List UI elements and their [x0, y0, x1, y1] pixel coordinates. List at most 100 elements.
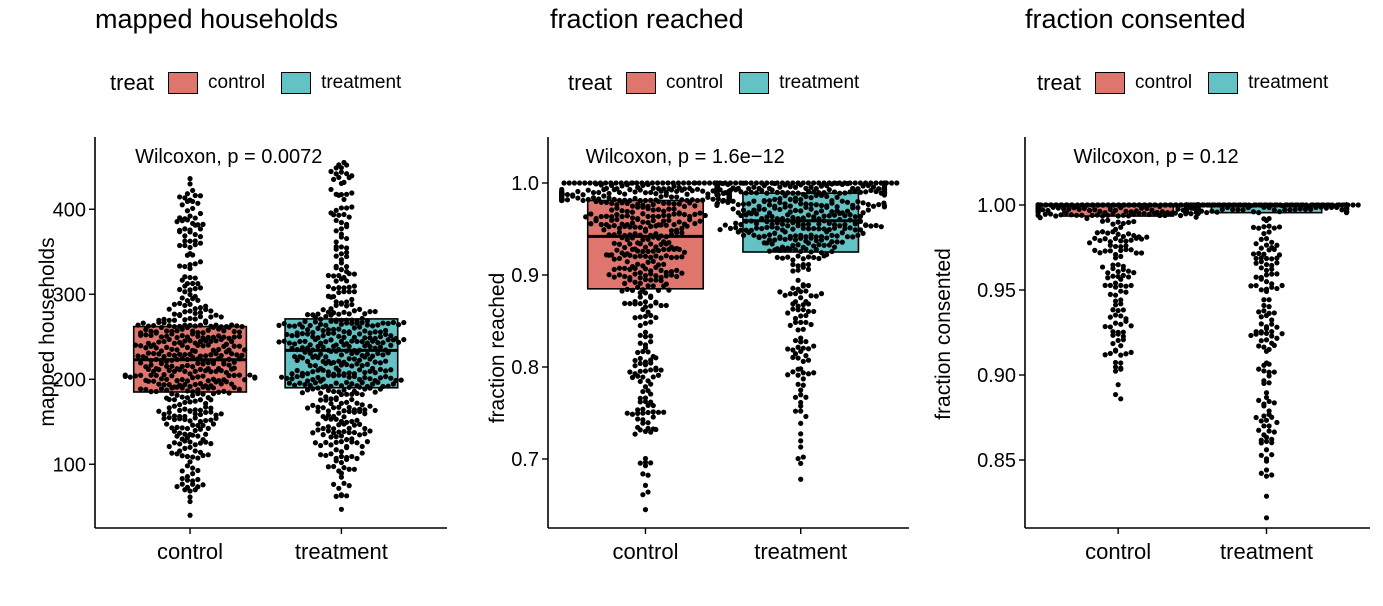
- data-point: [197, 226, 204, 232]
- data-point: [787, 235, 793, 241]
- data-point: [585, 187, 591, 193]
- data-point: [790, 257, 796, 263]
- data-point: [779, 221, 786, 227]
- data-point: [1159, 209, 1165, 215]
- data-point: [860, 200, 866, 206]
- data-point: [640, 306, 646, 313]
- data-point: [341, 480, 347, 486]
- data-point: [674, 254, 680, 260]
- data-point: [668, 187, 675, 193]
- data-point: [338, 317, 344, 323]
- data-point: [305, 387, 311, 393]
- panel-title: fraction consented: [1025, 4, 1246, 34]
- data-point: [766, 198, 773, 204]
- data-point: [1115, 219, 1121, 225]
- data-point: [192, 407, 198, 413]
- data-point: [385, 337, 391, 343]
- data-point: [627, 187, 633, 193]
- data-point: [166, 351, 172, 358]
- data-point: [354, 455, 360, 462]
- data-point: [852, 227, 858, 233]
- data-point: [637, 378, 643, 385]
- data-point: [354, 400, 360, 406]
- data-point: [795, 303, 801, 309]
- data-point: [800, 264, 806, 270]
- data-point: [333, 207, 339, 213]
- data-point: [328, 312, 334, 318]
- data-point: [751, 198, 757, 204]
- data-point: [328, 383, 334, 389]
- data-point: [795, 253, 801, 259]
- data-point: [344, 249, 350, 256]
- data-point: [642, 299, 649, 305]
- data-point: [717, 180, 723, 186]
- data-point: [642, 329, 649, 335]
- data-point: [153, 345, 159, 351]
- data-point: [148, 343, 154, 349]
- data-point: [803, 319, 809, 326]
- data-point: [622, 300, 628, 306]
- data-point: [1343, 209, 1350, 215]
- data-point: [661, 246, 667, 252]
- data-point: [637, 322, 643, 329]
- data-point: [344, 303, 350, 309]
- data-point: [1105, 217, 1111, 223]
- data-point: [148, 389, 154, 395]
- data-point: [344, 436, 350, 443]
- data-point: [1120, 266, 1126, 273]
- data-point: [292, 341, 298, 347]
- data-point: [790, 226, 796, 232]
- data-point: [649, 180, 655, 186]
- data-point: [1110, 265, 1116, 272]
- data-point: [634, 180, 640, 186]
- data-point: [645, 259, 651, 265]
- data-point: [1269, 284, 1275, 290]
- data-point: [286, 340, 292, 346]
- data-point: [208, 441, 214, 447]
- data-point: [785, 223, 791, 229]
- data-point: [792, 315, 799, 322]
- data-point: [1298, 202, 1304, 208]
- data-point: [132, 342, 139, 348]
- data-point: [559, 197, 565, 203]
- data-point: [192, 348, 198, 354]
- data-point: [336, 212, 342, 218]
- data-point: [349, 190, 355, 196]
- data-point: [805, 346, 812, 352]
- data-point: [341, 211, 347, 218]
- data-point: [611, 240, 617, 246]
- data-point: [1125, 274, 1132, 280]
- data-point: [187, 418, 193, 424]
- data-point: [192, 242, 198, 248]
- data-point: [338, 400, 344, 406]
- data-point: [1256, 210, 1262, 216]
- data-point: [380, 320, 386, 326]
- data-point: [650, 374, 656, 380]
- data-point: [1256, 397, 1262, 403]
- data-point: [184, 453, 191, 460]
- data-point: [1059, 202, 1065, 208]
- data-point: [1138, 250, 1145, 256]
- data-point: [299, 355, 305, 361]
- data-point: [331, 330, 337, 336]
- data-point: [338, 244, 344, 250]
- data-point: [1118, 238, 1124, 244]
- data-point: [362, 431, 368, 437]
- data-point: [367, 376, 373, 382]
- data-point: [676, 246, 682, 252]
- data-point: [236, 356, 243, 362]
- data-point: [192, 368, 198, 374]
- data-point: [1115, 231, 1121, 237]
- data-point: [362, 425, 368, 432]
- data-point: [341, 414, 347, 420]
- data-point: [195, 467, 201, 474]
- data-point: [1111, 202, 1117, 208]
- data-point: [637, 427, 643, 433]
- data-point: [798, 248, 804, 255]
- data-point: [575, 188, 581, 195]
- data-point: [624, 410, 630, 416]
- data-point: [289, 371, 295, 377]
- data-point: [1263, 272, 1270, 278]
- data-point: [1276, 224, 1283, 230]
- data-point: [231, 343, 237, 349]
